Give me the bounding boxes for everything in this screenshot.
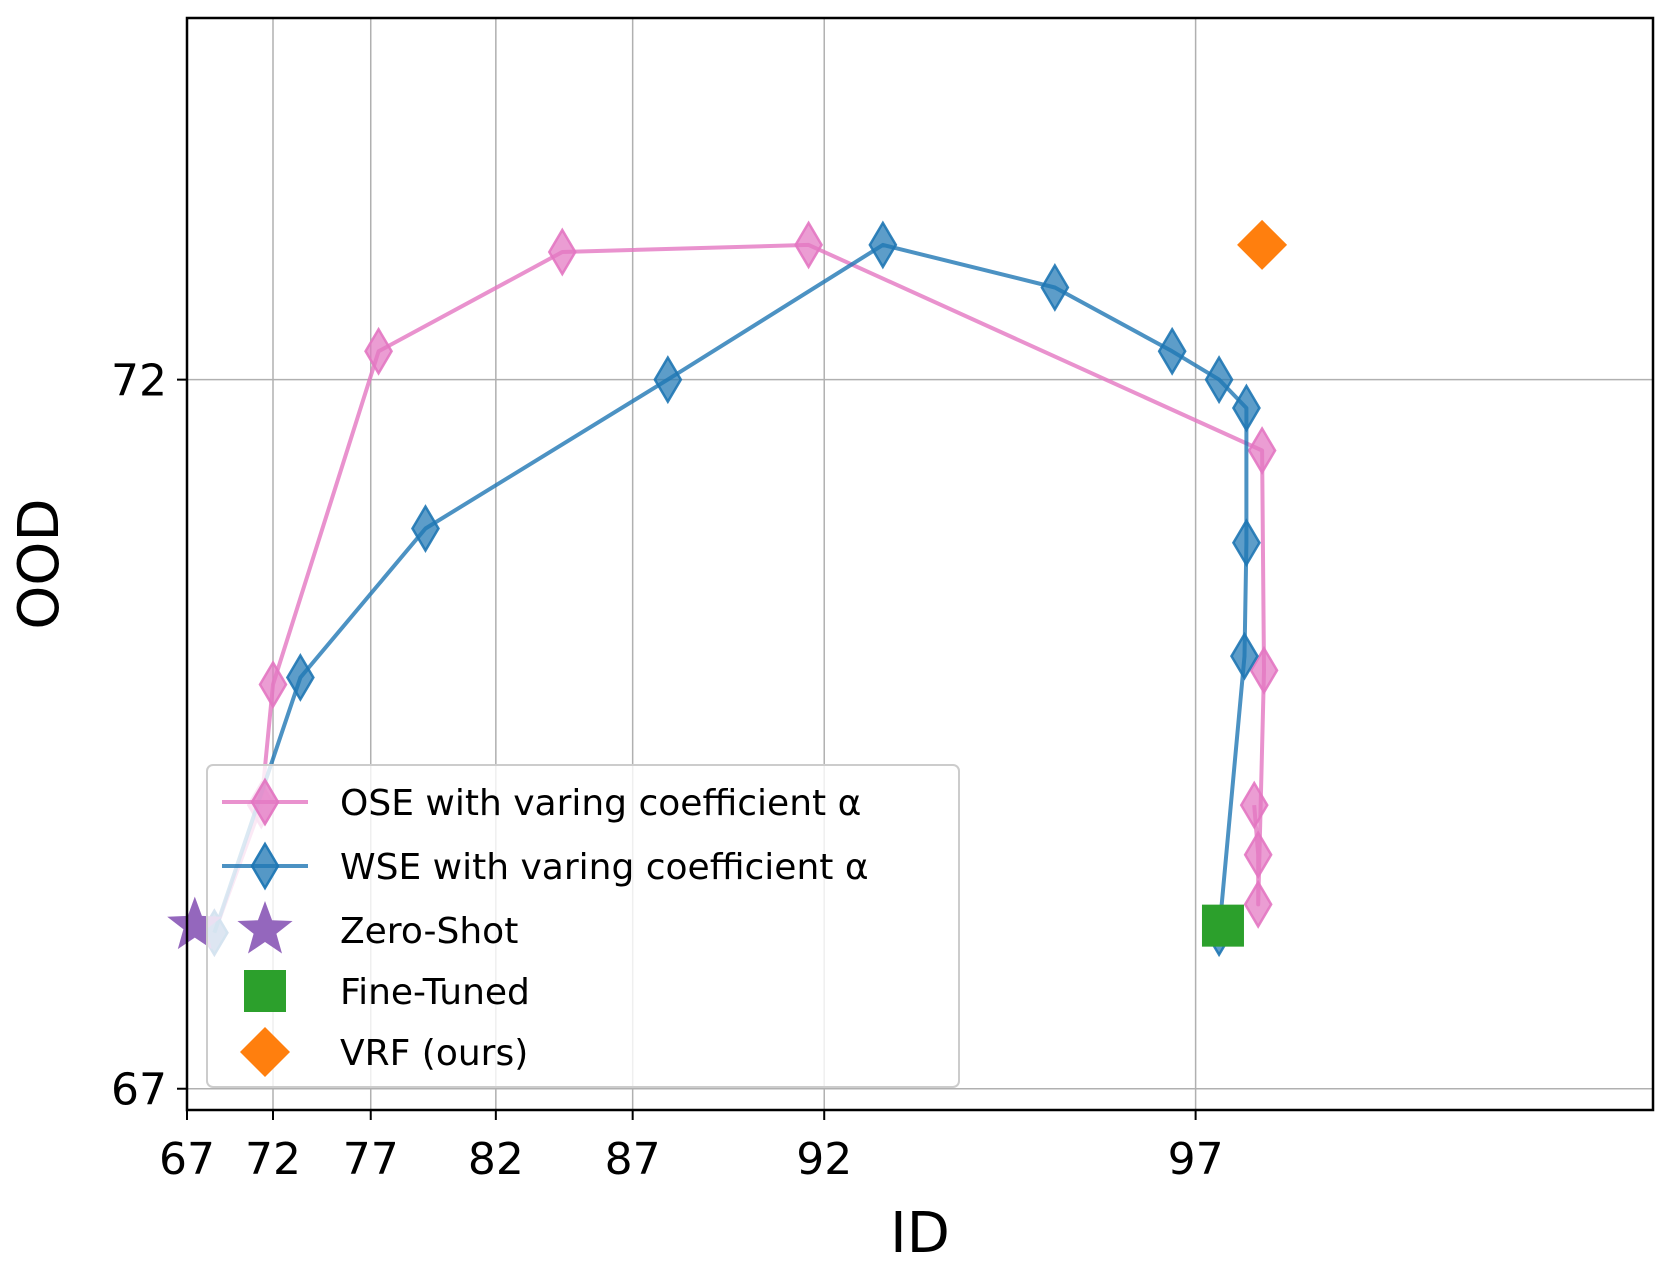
data-point-marker (1249, 645, 1279, 695)
data-point-marker (1243, 830, 1273, 880)
data-point-marker (1243, 879, 1273, 929)
data-point-marker (1040, 262, 1070, 312)
x-tick-label: 77 (343, 1134, 399, 1185)
legend-box (206, 764, 960, 1088)
legend-entry: OSE with varing coefficient α (222, 777, 861, 827)
plot-area-frame (185, 16, 1655, 1112)
legend-label: Fine-Tuned (340, 972, 530, 1013)
legend-entry: WSE with varing coefficient α (222, 841, 869, 891)
axis-ticks: 67 72 77 82 87 92 97 67 72 (111, 356, 1224, 1185)
data-point-marker (1230, 631, 1259, 681)
legend-entry: VRF (ours) (240, 1027, 528, 1077)
data-point-marker (1204, 355, 1234, 405)
data-point-marker (1157, 326, 1187, 376)
series-zero-shot (167, 896, 223, 950)
y-tick-label: 72 (111, 356, 167, 407)
data-point-marker (258, 660, 288, 710)
data-point-marker (1237, 219, 1288, 270)
legend-marker (250, 777, 280, 827)
data-point-marker (364, 326, 394, 376)
x-tick-label: 87 (605, 1134, 661, 1185)
series-fine-tuned (1201, 904, 1244, 947)
legend-marker (240, 1027, 290, 1077)
legend-marker (250, 841, 280, 891)
y-axis-label: OOD (7, 498, 72, 629)
data-point-marker (1247, 426, 1277, 476)
legend: OSE with varing coefficient α WSE with va… (206, 764, 960, 1088)
data-point-marker (1239, 780, 1269, 830)
legend-marker (237, 901, 293, 954)
y-tick-label: 67 (111, 1065, 167, 1116)
data-point-marker (653, 355, 683, 405)
legend-label: WSE with varing coefficient α (340, 847, 869, 888)
data-point-marker (868, 220, 898, 270)
series-vrf-ours (1237, 219, 1288, 270)
x-axis-label: ID (890, 1201, 950, 1263)
data-point-marker (411, 504, 440, 554)
data-point-marker (794, 220, 824, 270)
data-point-marker (167, 896, 223, 950)
data-point-marker (285, 652, 315, 702)
legend-entry: Zero-Shot (237, 901, 518, 954)
data-point-marker (1231, 518, 1261, 568)
x-tick-label: 97 (1168, 1134, 1224, 1185)
data-point-marker (547, 227, 577, 277)
data-point-marker (1201, 904, 1244, 947)
legend-marker (244, 970, 286, 1012)
legend-label: Zero-Shot (340, 911, 518, 952)
legend-label: OSE with varing coefficient α (340, 783, 861, 824)
x-tick-label: 82 (468, 1134, 524, 1185)
legend-entry: Fine-Tuned (244, 970, 530, 1013)
data-point-marker (1231, 383, 1261, 433)
legend-label: VRF (ours) (340, 1033, 528, 1074)
x-tick-label: 67 (159, 1134, 215, 1185)
x-tick-label: 72 (245, 1134, 301, 1185)
x-tick-label: 92 (796, 1134, 852, 1185)
